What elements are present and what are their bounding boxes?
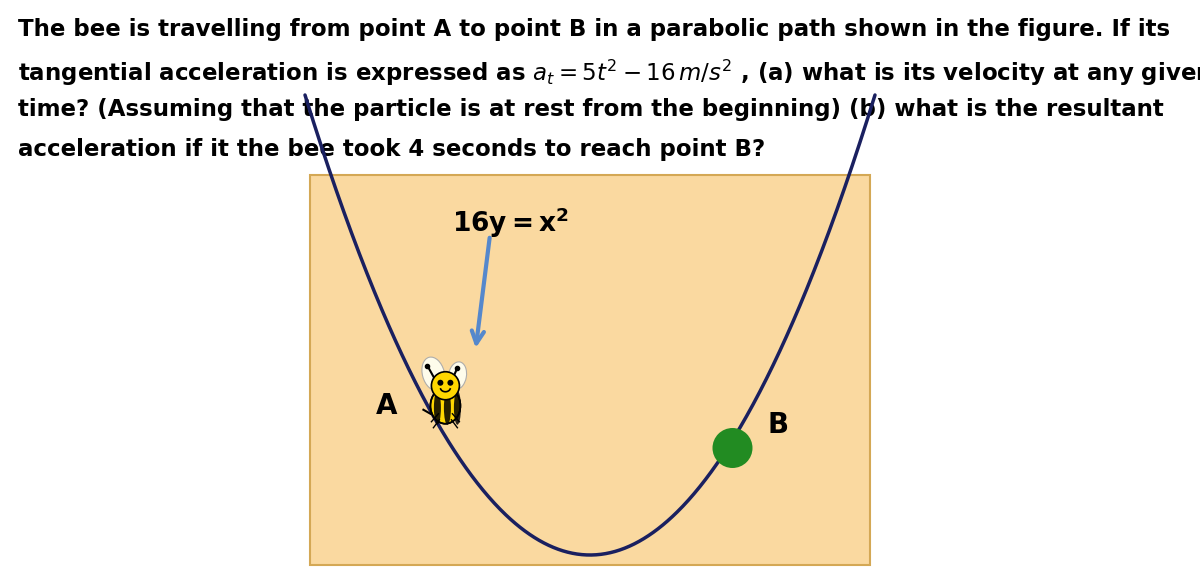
Ellipse shape [434,391,440,425]
Circle shape [437,380,444,386]
Circle shape [448,380,454,386]
Ellipse shape [444,391,451,425]
Ellipse shape [454,391,461,425]
Text: $\mathbf{16y = x^2}$: $\mathbf{16y = x^2}$ [451,205,569,240]
Bar [310,175,870,565]
Text: B: B [768,411,788,439]
Text: tangential acceleration is expressed as $a_t = 5t^2 - 16\,m/s^2$ , (a) what is i: tangential acceleration is expressed as … [18,58,1200,88]
Circle shape [713,428,752,468]
Circle shape [432,372,460,400]
Text: A: A [376,392,397,420]
Ellipse shape [431,388,461,424]
Ellipse shape [422,357,445,390]
Text: time? (Assuming that the particle is at rest from the beginning) (b) what is the: time? (Assuming that the particle is at … [18,98,1164,121]
Ellipse shape [449,362,467,390]
Text: The bee is travelling from point A to point B in a parabolic path shown in the f: The bee is travelling from point A to po… [18,18,1170,41]
Text: acceleration if it the bee took 4 seconds to reach point B?: acceleration if it the bee took 4 second… [18,138,766,161]
